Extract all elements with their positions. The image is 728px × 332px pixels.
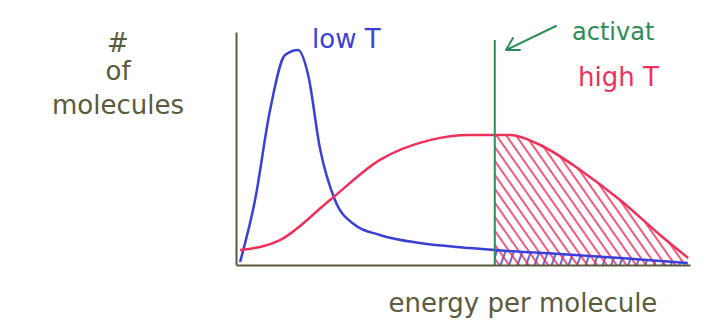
activation-label: activat bbox=[572, 18, 654, 46]
series-label: low T bbox=[312, 24, 381, 54]
series-label: high T bbox=[578, 62, 659, 92]
activation-line bbox=[494, 40, 496, 265]
activation-arrow bbox=[506, 26, 556, 50]
chart: energy per molecule #ofmolecules low T high… bbox=[0, 0, 728, 332]
axis-line bbox=[237, 265, 691, 267]
y-axis bbox=[236, 33, 237, 266]
axis-line bbox=[236, 33, 238, 266]
shaded-region bbox=[495, 50, 688, 265]
plot-area bbox=[240, 40, 688, 265]
series-line bbox=[240, 135, 688, 258]
y-axis-title: #ofmolecules bbox=[52, 28, 184, 120]
x-axis-title: energy per molecule bbox=[389, 288, 658, 318]
x-axis bbox=[237, 265, 691, 266]
hatched-area bbox=[495, 135, 688, 265]
hatched-area bbox=[495, 50, 688, 265]
series-line bbox=[240, 50, 688, 263]
